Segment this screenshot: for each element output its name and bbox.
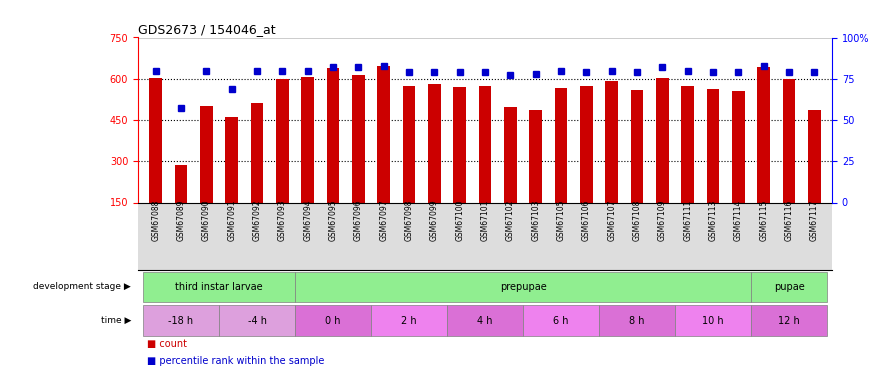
Bar (808, 110, 821, 202)
Bar (150, 78, 162, 203)
Bar (782, 79, 796, 203)
Text: time ▶: time ▶ (101, 316, 131, 325)
Bar (402, 87, 416, 202)
Text: 2 h: 2 h (401, 316, 417, 326)
Bar (682, 86, 694, 202)
Bar (676, 305, 751, 336)
Bar (732, 91, 745, 202)
Bar (656, 78, 668, 203)
Bar (523, 305, 599, 336)
Bar (504, 107, 517, 202)
Bar (295, 272, 751, 302)
Text: third instar larvae: third instar larvae (175, 282, 263, 292)
Bar (174, 165, 188, 202)
Bar (757, 67, 770, 203)
Bar (580, 87, 593, 202)
Bar (599, 305, 676, 336)
Text: prepupae: prepupae (499, 282, 546, 292)
Bar (225, 117, 238, 202)
Text: 6 h: 6 h (554, 316, 569, 326)
Bar (371, 305, 447, 336)
Bar (276, 79, 288, 203)
Bar (479, 87, 491, 202)
Text: ■ percentile rank within the sample: ■ percentile rank within the sample (147, 356, 324, 366)
Text: development stage ▶: development stage ▶ (33, 282, 131, 291)
Text: ■ count: ■ count (147, 339, 187, 349)
Text: 8 h: 8 h (629, 316, 645, 326)
Bar (295, 305, 371, 336)
Bar (327, 68, 339, 203)
Text: 12 h: 12 h (778, 316, 800, 326)
Bar (554, 88, 568, 202)
Bar (631, 90, 643, 202)
Text: -4 h: -4 h (247, 316, 266, 326)
Bar (143, 305, 219, 336)
Bar (219, 305, 295, 336)
Bar (352, 75, 365, 202)
Bar (143, 272, 295, 302)
Text: pupae: pupae (773, 282, 805, 292)
Bar (428, 84, 441, 203)
Bar (605, 81, 618, 203)
Bar (453, 87, 466, 202)
Bar (377, 66, 390, 203)
Bar (447, 305, 523, 336)
Bar (302, 77, 314, 203)
Text: 0 h: 0 h (325, 316, 341, 326)
Bar (707, 89, 719, 202)
Text: GDS2673 / 154046_at: GDS2673 / 154046_at (138, 23, 276, 36)
Text: 4 h: 4 h (477, 316, 493, 326)
Bar (530, 110, 542, 202)
Text: -18 h: -18 h (168, 316, 194, 326)
Text: 10 h: 10 h (702, 316, 724, 326)
Bar (751, 305, 827, 336)
Bar (251, 104, 263, 202)
Bar (751, 272, 827, 302)
Bar (200, 106, 213, 202)
